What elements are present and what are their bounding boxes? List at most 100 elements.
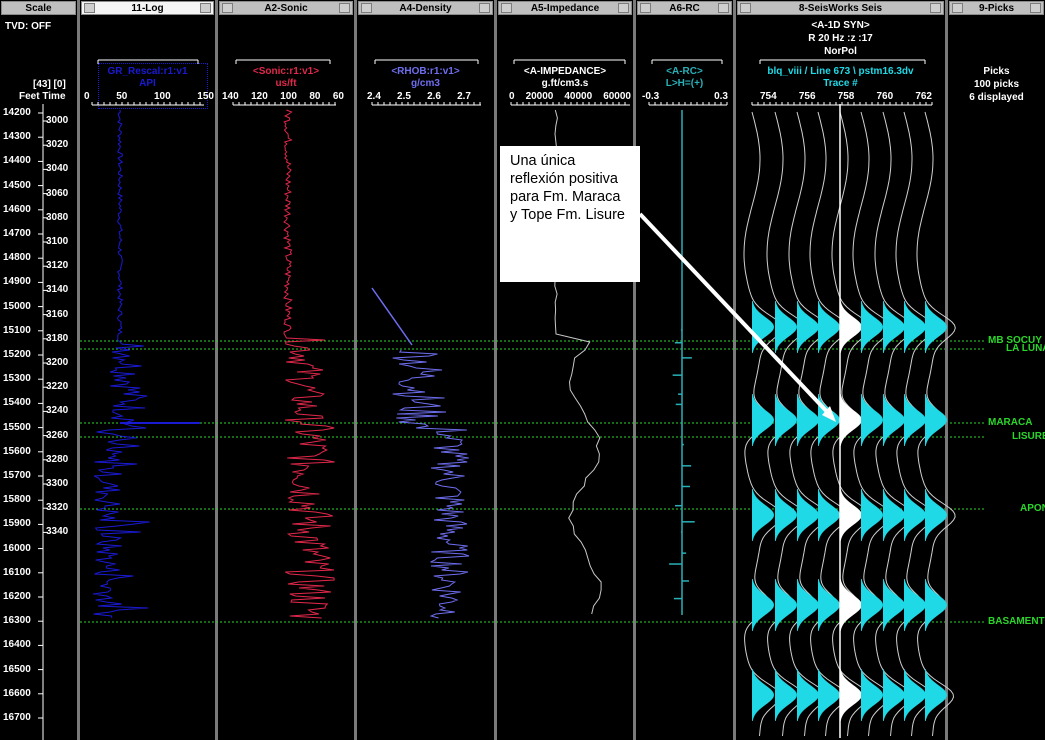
seismic-peak	[883, 489, 905, 541]
depth-label: 14800	[3, 252, 31, 264]
time-label: 3300	[46, 478, 69, 489]
density-panel-title[interactable]: A4-Density	[358, 1, 493, 15]
depth-label: 14600	[3, 203, 31, 215]
pick-label: APON	[1020, 503, 1045, 514]
seismic-peak	[883, 394, 905, 446]
depth-label: 16300	[3, 615, 31, 627]
picks-panel: 9-Picks Picks 100 picks 6 displayed	[948, 0, 1045, 740]
seismic-peak	[904, 669, 926, 721]
seismic-peak	[797, 394, 819, 446]
seismic-peak	[861, 489, 883, 541]
seis-panel-title[interactable]: 8-SeisWorks Seis	[737, 1, 944, 15]
seismic-peak	[840, 301, 862, 353]
seismic-peak	[797, 301, 819, 353]
rc-panel-title[interactable]: A6-RC	[637, 1, 732, 15]
seis-polarity: NorPol	[824, 46, 857, 57]
seismic-peak	[925, 394, 947, 446]
picks-count: 100 picks	[973, 79, 1020, 90]
seismic-peak	[904, 489, 926, 541]
depth-label: 15600	[3, 445, 31, 457]
seismic-peak	[883, 301, 905, 353]
scale-panel: Scale TVD: OFF [43] [0] Feet Time 14200 1…	[0, 0, 77, 740]
log-panel-title[interactable]: 11-Log	[81, 1, 214, 15]
seismic-peak	[775, 394, 797, 446]
depth-label: 15700	[3, 470, 31, 481]
annotation-text: Una única reflexión positiva para Fm. Ma…	[510, 153, 625, 223]
sonic-curve-unit: us/ft	[275, 78, 297, 89]
scale-code: [43] [0]	[33, 79, 66, 90]
annotation-callout: Una única reflexión positiva para Fm. Ma…	[500, 146, 640, 282]
depth-label: 16200	[3, 591, 31, 602]
time-label: 3340	[46, 526, 69, 538]
depth-label: 15200	[3, 349, 31, 360]
seismic-peak	[883, 669, 905, 721]
rc-panel: A6-RC <A-RC> L>H=(+) -0.3 0.3	[636, 0, 733, 740]
seis-line-label: blq_viii / Line 673 \ pstm16.3dv	[767, 66, 914, 77]
picks-header: Picks	[983, 66, 1010, 77]
time-label: 3100	[46, 236, 69, 247]
depth-label: 16700	[3, 712, 31, 723]
impedance-panel-title[interactable]: A5-Impedance	[498, 1, 632, 15]
seis-syn-label: <A-1D SYN>	[811, 20, 870, 31]
pick-label: BASAMENTO	[988, 616, 1045, 627]
time-label: 3180	[46, 332, 69, 344]
seismic-peak	[818, 394, 840, 446]
depth-label: 15900	[3, 518, 31, 530]
seismic-peak	[797, 669, 819, 721]
depth-label: 15400	[3, 397, 31, 409]
picks-panel-title[interactable]: 9-Picks	[949, 1, 1044, 15]
impedance-curve-name: <A-IMPEDANCE>	[523, 66, 607, 77]
tvd-status: TVD: OFF	[5, 21, 52, 32]
seismic-peak	[840, 669, 862, 721]
seismic-peak	[840, 489, 862, 541]
impedance-curve-unit: g.ft/cm3.s	[541, 78, 589, 89]
time-label: 3260	[46, 429, 69, 441]
seismic-peak	[925, 579, 947, 631]
gamma-curve-header[interactable]	[98, 63, 208, 109]
picks-displayed: 6 displayed	[969, 92, 1024, 103]
seismic-peak	[861, 669, 883, 721]
seismic-peak	[818, 579, 840, 631]
annotation-arrowhead	[822, 406, 836, 422]
seis-trace-ticks: 754 756 758 760 762	[760, 91, 932, 102]
depth-label: 15300	[3, 373, 31, 385]
seismic-peak	[904, 301, 926, 353]
depth-label: 14900	[3, 276, 31, 288]
seismic-peak	[818, 301, 840, 353]
impedance-scale-ticks: 0 20000 40000 60000	[509, 91, 631, 102]
time-label: 3060	[46, 187, 69, 199]
pick-label: LA LUNA	[1006, 343, 1045, 354]
scale-units: Feet Time	[19, 91, 66, 102]
seismic-peak	[904, 579, 926, 631]
time-label: 3160	[46, 308, 69, 320]
depth-label: 14500	[3, 179, 31, 191]
rc-curve-unit: L>H=(+)	[665, 78, 704, 89]
seismic-peak	[925, 301, 947, 353]
sonic-panel-title[interactable]: A2-Sonic	[219, 1, 353, 15]
depth-label: 14400	[3, 155, 31, 167]
seis-syn-params: R 20 Hz :z :17	[808, 33, 873, 44]
depth-label: 15500	[3, 421, 31, 433]
depth-label: 14200	[3, 107, 31, 118]
seismic-peak	[775, 579, 797, 631]
depth-label: 15100	[3, 324, 31, 336]
seismic-peak	[752, 394, 774, 446]
depth-label: 16600	[3, 687, 31, 699]
log-panel: 11-Log GR_Rescal:r1:v1 API 0 50 100 150	[80, 0, 215, 740]
seismic-peak	[797, 579, 819, 631]
seismic-peak	[775, 669, 797, 721]
depth-label: 14300	[3, 131, 31, 143]
sonic-curve-name: <Sonic:r1:v1>	[252, 66, 320, 77]
rc-scale-ticks: -0.3 0.3	[642, 91, 728, 102]
seismic-peak	[840, 394, 862, 446]
scale-panel-title[interactable]: Scale	[1, 1, 76, 15]
depth-label: 15000	[3, 300, 31, 312]
depth-label: 14700	[3, 228, 31, 239]
pick-label: LISURE	[1012, 431, 1045, 442]
depth-label: 16500	[3, 663, 31, 675]
depth-label: 16000	[3, 542, 31, 554]
time-label: 3200	[46, 357, 69, 368]
depth-label: 15800	[3, 494, 31, 506]
seismic-peak	[797, 489, 819, 541]
